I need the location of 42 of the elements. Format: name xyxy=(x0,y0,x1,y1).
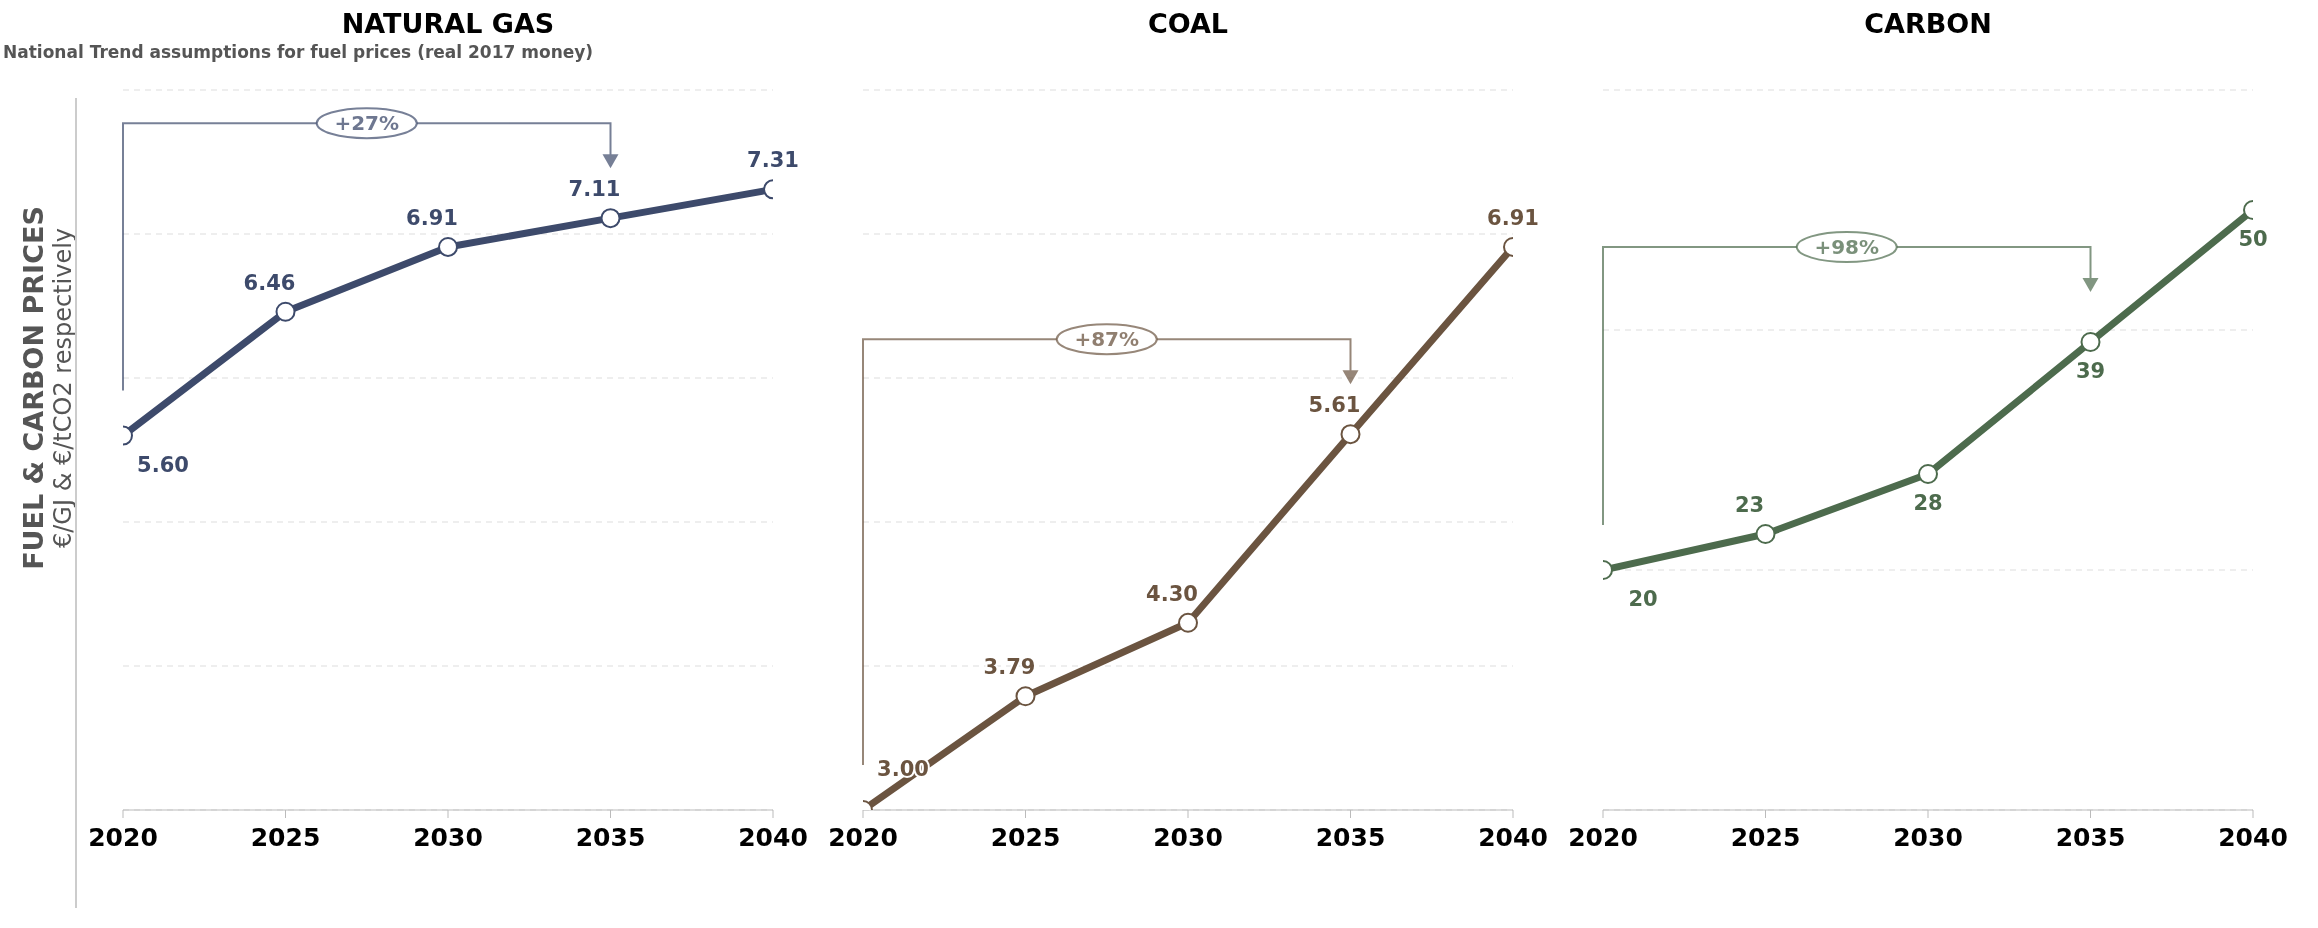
x-tick-label: 2035 xyxy=(575,822,646,852)
chart-subtitle: National Trend assumptions for fuel prices (real 2017 money) xyxy=(3,42,595,64)
y-axis-title: FUEL & CARBON PRICES €/GJ & €/tCO2 respectively xyxy=(18,206,77,570)
data-label: 4.30 xyxy=(1146,581,1198,606)
point xyxy=(1015,686,1036,707)
data-label: 28 xyxy=(1913,491,1943,515)
data-label: 6.91 xyxy=(1487,205,1539,230)
data-label: 6.46 xyxy=(243,270,296,295)
data-label: 7.31 xyxy=(747,148,799,173)
x-tick-label: 2030 xyxy=(1893,822,1963,852)
x-tick-label: 2020 xyxy=(828,822,898,852)
x-tick-label: 2035 xyxy=(2055,822,2126,852)
chart-title: COAL xyxy=(1146,8,1230,41)
x-tick-label: 2040 xyxy=(1478,822,1548,852)
annotation: +98% xyxy=(1814,235,1880,259)
x-tick-label: 2020 xyxy=(88,822,158,852)
x-tick-label: 2040 xyxy=(738,822,808,852)
data-label: 6.91 xyxy=(406,205,458,230)
x-tick-label: 2035 xyxy=(1315,822,1386,852)
data-label: 7.11 xyxy=(568,177,621,202)
x-tick-label: 2025 xyxy=(1730,822,1801,852)
x-tick-label: 2040 xyxy=(2218,822,2288,852)
point xyxy=(1178,612,1198,633)
x-tick-label: 2025 xyxy=(990,822,1061,852)
data-label: 3.79 xyxy=(983,655,1036,680)
annotation: +87% xyxy=(1074,327,1140,352)
x-tick-label: 2020 xyxy=(1568,822,1638,852)
data-label: 5.60 xyxy=(137,452,189,477)
x-tick-label: 2030 xyxy=(413,822,483,852)
point xyxy=(438,236,458,257)
data-label: 20 xyxy=(1628,587,1658,611)
data-label: 39 xyxy=(2075,359,2106,383)
point xyxy=(1340,424,1361,445)
data-label: 23 xyxy=(1734,493,1765,517)
data-label: 5.61 xyxy=(1308,393,1361,418)
annotation: +27% xyxy=(334,111,400,136)
data-label: 50 xyxy=(2238,227,2268,251)
point xyxy=(1918,464,1938,484)
x-tick-label: 2025 xyxy=(250,822,321,852)
x-tick-label: 2030 xyxy=(1153,822,1223,852)
chart-title: CARBON xyxy=(1863,8,1993,41)
chart-title: NATURAL GAS xyxy=(340,8,556,41)
